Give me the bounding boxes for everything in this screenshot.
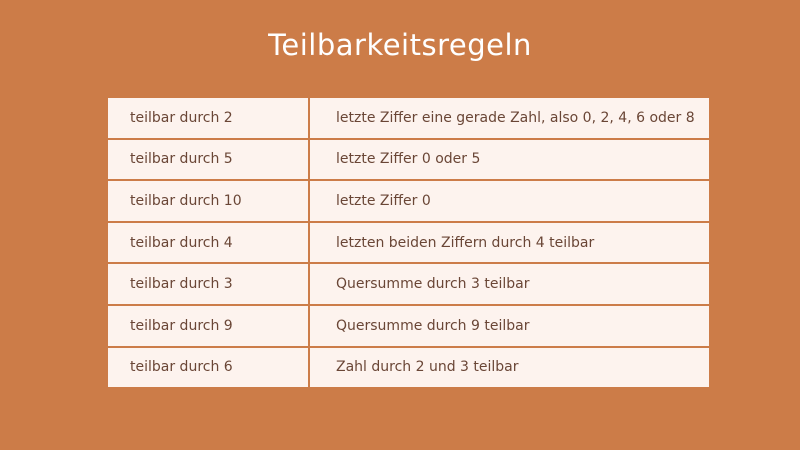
rule-cell: teilbar durch 6 xyxy=(108,347,310,388)
condition-cell: letzte Ziffer eine gerade Zahl, also 0, … xyxy=(310,98,709,138)
rule-cell: teilbar durch 2 xyxy=(108,98,310,138)
table-row: teilbar durch 9 Quersumme durch 9 teilbar xyxy=(108,305,709,346)
condition-cell: Quersumme durch 9 teilbar xyxy=(310,305,709,346)
condition-cell: letzte Ziffer 0 oder 5 xyxy=(310,139,709,180)
table-row: teilbar durch 2 letzte Ziffer eine gerade… xyxy=(108,98,709,138)
rule-cell: teilbar durch 3 xyxy=(108,264,310,304)
rule-cell: teilbar durch 5 xyxy=(108,139,310,180)
rule-cell: teilbar durch 9 xyxy=(108,305,310,346)
rule-cell: teilbar durch 4 xyxy=(108,222,310,263)
table-row: teilbar durch 6 Zahl durch 2 und 3 teilba… xyxy=(108,347,709,388)
condition-cell: Zahl durch 2 und 3 teilbar xyxy=(310,347,709,388)
condition-cell: letzten beiden Ziffern durch 4 teilbar xyxy=(310,222,709,263)
table-row: teilbar durch 5 letzte Ziffer 0 oder 5 xyxy=(108,139,709,180)
rule-cell: teilbar durch 10 xyxy=(108,181,310,221)
table-row: teilbar durch 3 Quersumme durch 3 teilbar xyxy=(108,264,709,304)
table-row: teilbar durch 4 letzten beiden Ziffern du… xyxy=(108,222,709,263)
rules-table: teilbar durch 2 letzte Ziffer eine gerade… xyxy=(108,96,709,389)
page-title: Teilbarkeitsregeln xyxy=(268,28,532,62)
table-row: teilbar durch 10 letzte Ziffer 0 xyxy=(108,181,709,221)
condition-cell: letzte Ziffer 0 xyxy=(310,181,709,221)
condition-cell: Quersumme durch 3 teilbar xyxy=(310,264,709,304)
